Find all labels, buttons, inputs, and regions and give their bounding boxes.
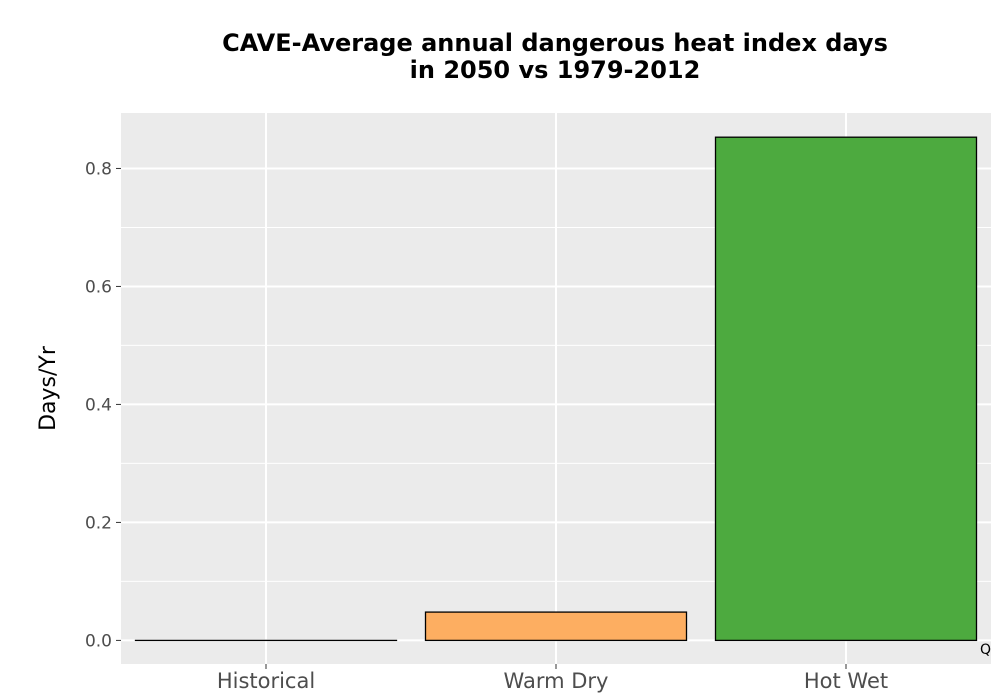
x-tick-label: Warm Dry <box>504 669 609 693</box>
x-tick-label: Historical <box>217 669 315 693</box>
y-tick-label: 0.2 <box>85 513 112 533</box>
corner-mark: Q <box>980 642 991 658</box>
chart-title: CAVE-Average annual dangerous heat index… <box>120 30 990 84</box>
y-tick-label: 0.0 <box>85 631 112 651</box>
y-tick-label: 0.8 <box>85 159 112 179</box>
x-tick-label: Hot Wet <box>804 669 888 693</box>
y-tick-label: 0.6 <box>85 277 112 297</box>
chart-title-line-1: CAVE-Average annual dangerous heat index… <box>222 29 888 57</box>
y-axis-label: Days/Yr <box>36 345 61 431</box>
bar-warm-dry <box>424 611 688 642</box>
y-tick-label: 0.4 <box>85 395 112 415</box>
y-axis: 0.0 0.2 0.4 0.6 0.8 <box>85 159 121 651</box>
chart-title-line-2: in 2050 vs 1979-2012 <box>409 56 701 84</box>
x-axis: Historical Warm Dry Hot Wet <box>217 664 888 693</box>
bar-hot-wet <box>714 136 978 642</box>
bars <box>134 136 978 642</box>
